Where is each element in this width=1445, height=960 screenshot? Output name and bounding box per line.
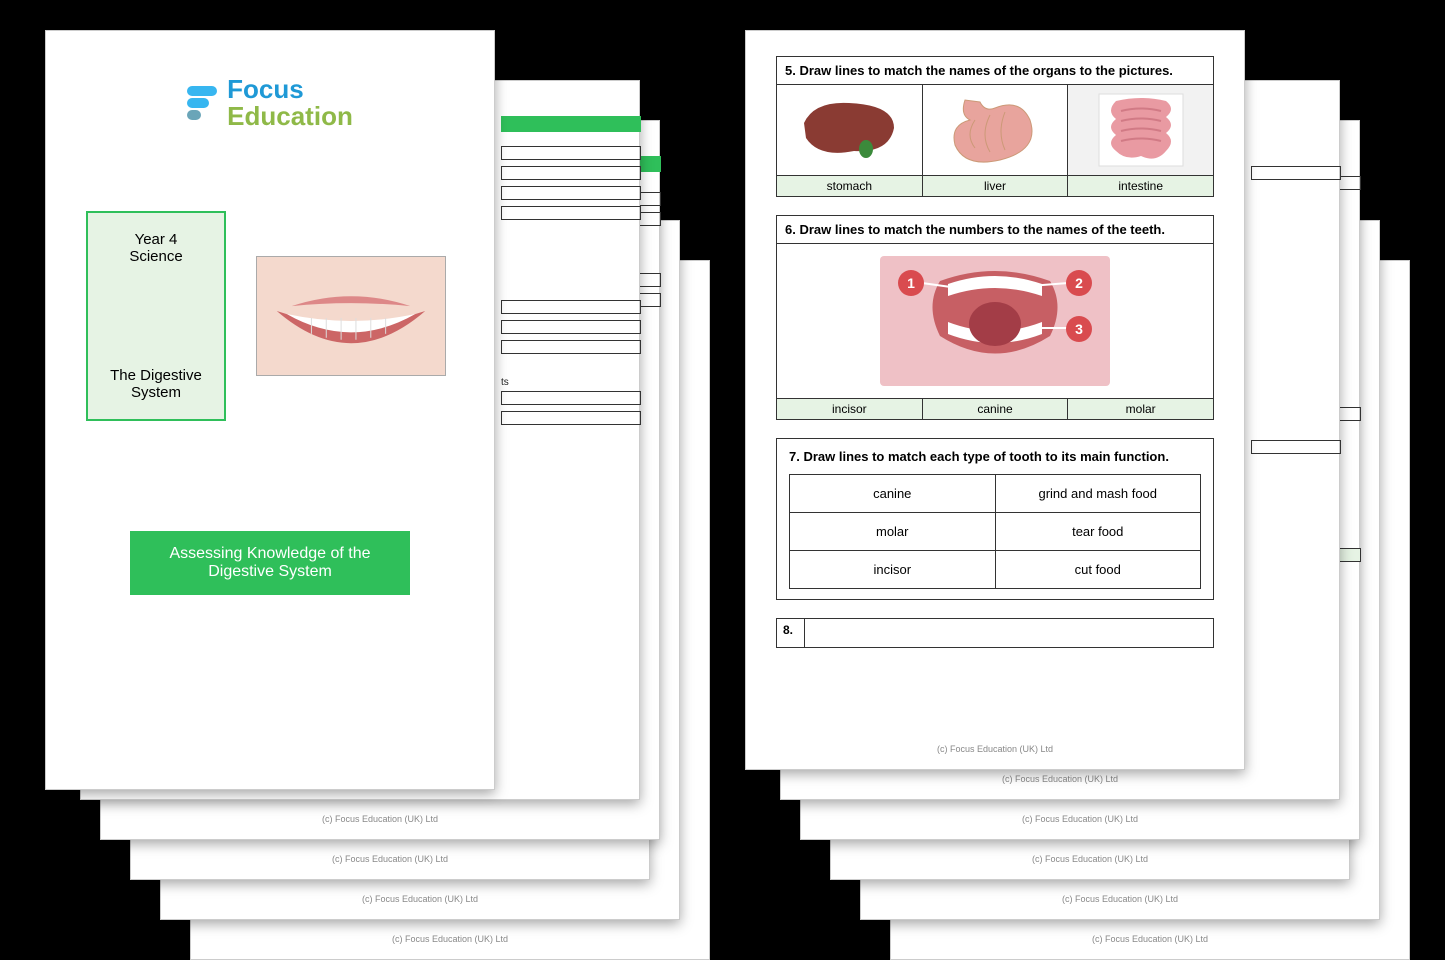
footer-text: (c) Focus Education (UK) Ltd [191, 884, 649, 904]
q5-label: intestine [1068, 176, 1213, 196]
q6-label: canine [923, 399, 1069, 419]
brand-logo: Focus Education [86, 76, 454, 131]
q7-func: grind and mash food [995, 475, 1201, 513]
brand-name: Focus Education [227, 76, 353, 131]
q7-func: cut food [995, 551, 1201, 589]
table-row: molar tear food [790, 513, 1201, 551]
back-content-fragments [1251, 166, 1309, 454]
q5-label: stomach [777, 176, 923, 196]
teeth-marker-1: 1 [898, 270, 924, 296]
cover-page: Focus Education Year 4 Science The Diges… [45, 30, 495, 790]
footer-text: (c) Focus Education (UK) Ltd [891, 884, 1349, 904]
cover-row: Year 4 Science The Digestive System [86, 211, 454, 421]
q6-title: 6. Draw lines to match the numbers to th… [777, 216, 1213, 244]
q5-title: 5. Draw lines to match the names of the … [777, 57, 1213, 85]
q7-func: tear food [995, 513, 1201, 551]
q6-diagram-wrap: 1 2 3 [777, 244, 1213, 399]
organ-image-intestine [1068, 85, 1213, 175]
organ-image-liver [777, 85, 923, 175]
cover-year: Year 4 [129, 231, 182, 248]
cover-banner: Assessing Knowledge of the Digestive Sys… [130, 531, 410, 595]
question-5: 5. Draw lines to match the names of the … [776, 56, 1214, 197]
logo-mark-icon [187, 86, 217, 120]
q7-tooth: incisor [790, 551, 996, 589]
footer-text: (c) Focus Education (UK) Ltd [921, 924, 1379, 944]
q7-tooth: molar [790, 513, 996, 551]
question-6: 6. Draw lines to match the numbers to th… [776, 215, 1214, 420]
teeth-marker-3: 3 [1066, 316, 1092, 342]
smile-image [256, 256, 446, 376]
q7-table: canine grind and mash food molar tear fo… [789, 474, 1201, 589]
q7-title: 7. Draw lines to match each type of toot… [789, 449, 1201, 464]
q5-label: liver [923, 176, 1069, 196]
q5-organ-row [777, 85, 1213, 175]
footer-text: (c) Focus Education (UK) Ltd [831, 804, 1329, 824]
cover-info-box: Year 4 Science The Digestive System [86, 211, 226, 421]
q8-blank [805, 619, 1213, 647]
worksheet-page: 5. Draw lines to match the names of the … [745, 30, 1245, 770]
footer-text: (c) Focus Education (UK) Ltd [131, 804, 629, 824]
table-row: canine grind and mash food [790, 475, 1201, 513]
q5-label-row: stomach liver intestine [777, 175, 1213, 196]
organ-image-stomach [923, 85, 1069, 175]
q7-tooth: canine [790, 475, 996, 513]
table-row: incisor cut food [790, 551, 1201, 589]
footer-text: (c) Focus Education (UK) Ltd [861, 844, 1319, 864]
q6-label: molar [1068, 399, 1213, 419]
q8-number: 8. [777, 619, 805, 647]
cover-topic: The Digestive System [96, 367, 216, 401]
footer-text: (c) Focus Education (UK) Ltd [776, 734, 1214, 754]
q6-label-row: incisor canine molar [777, 399, 1213, 419]
cover-subject: Science [129, 248, 182, 265]
footer-text: (c) Focus Education (UK) Ltd [161, 844, 619, 864]
back-content-fragments: ts [501, 116, 609, 425]
question-8: 8. [776, 618, 1214, 648]
teeth-marker-2: 2 [1066, 270, 1092, 296]
teeth-diagram: 1 2 3 [880, 256, 1110, 386]
question-7: 7. Draw lines to match each type of toot… [776, 438, 1214, 600]
q6-label: incisor [777, 399, 923, 419]
footer-text: (c) Focus Education (UK) Ltd [221, 924, 679, 944]
